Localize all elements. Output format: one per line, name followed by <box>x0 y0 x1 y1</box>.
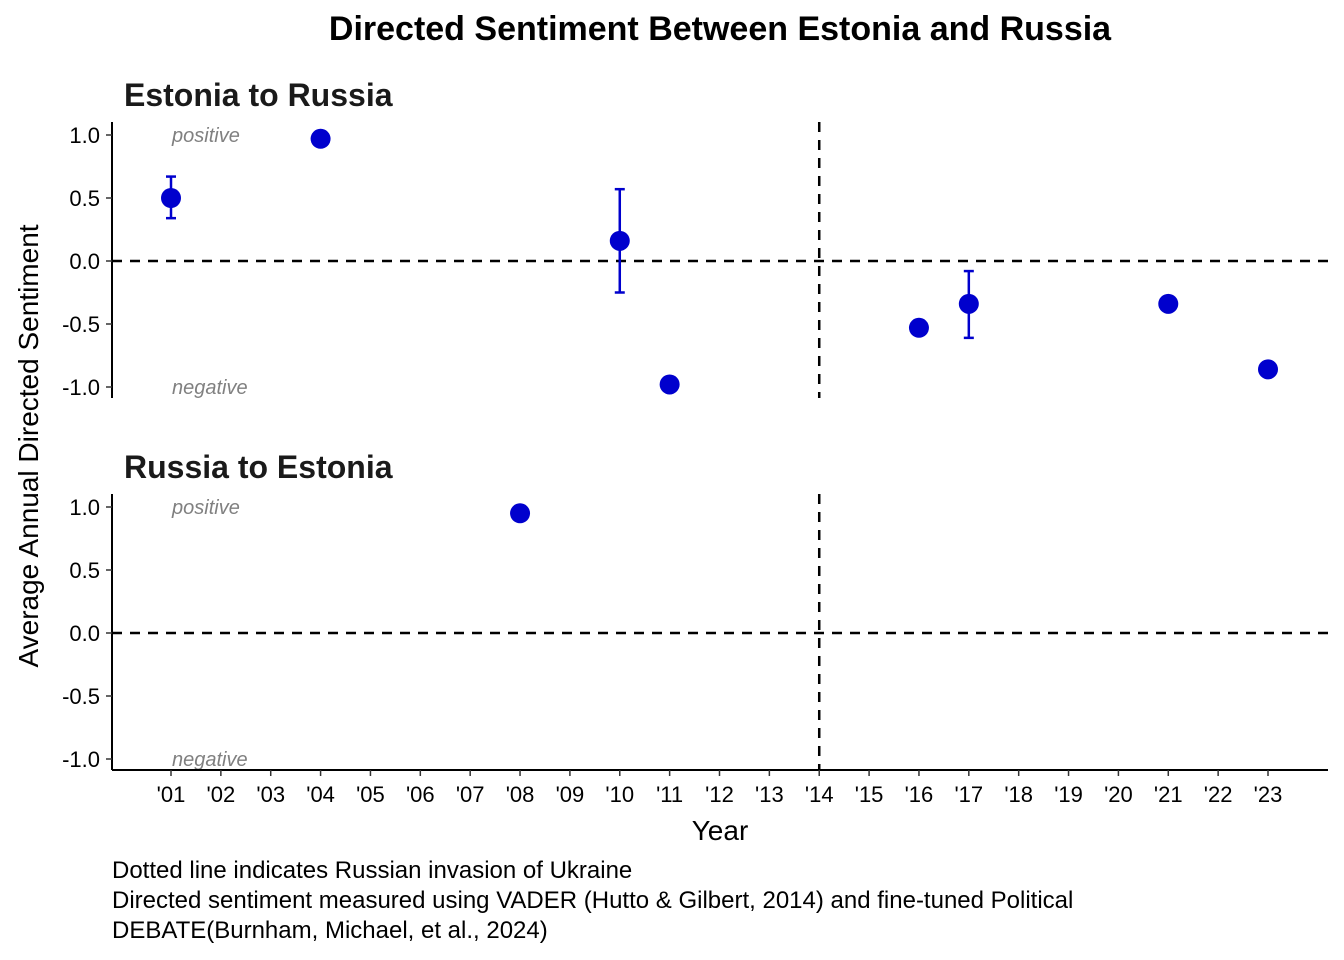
x-tick-label: '23 <box>1254 782 1283 807</box>
x-tick-label: '05 <box>356 782 385 807</box>
facet-panel: Estonia to Russia 1.0 0.5 0.0 -0.5 -1.0 positi… <box>62 77 1328 400</box>
x-tick-label: '15 <box>855 782 884 807</box>
data-point <box>958 293 979 314</box>
y-tick-label: 1.0 <box>69 495 100 520</box>
y-tick-label: 1.0 <box>69 123 100 148</box>
data-point <box>659 374 680 395</box>
x-axis: '01 '02 '03 '04 '05 '06 '07 '08 '09 '10 '11 '12 '13 '… <box>112 769 1328 807</box>
x-tick-label: '18 <box>1004 782 1033 807</box>
positive-annotation: positive <box>171 125 240 147</box>
data-point <box>310 128 331 149</box>
x-tick-label: '20 <box>1104 782 1133 807</box>
x-tick-label: '10 <box>605 782 634 807</box>
x-tick-label: '22 <box>1204 782 1233 807</box>
data-point <box>908 317 929 338</box>
x-tick-label: '04 <box>306 782 335 807</box>
y-tick-label: 0.5 <box>69 558 100 583</box>
x-tick-label: '07 <box>456 782 485 807</box>
x-tick-label: '01 <box>157 782 186 807</box>
caption-line: Dotted line indicates Russian invasion o… <box>112 857 633 884</box>
x-axis-title: Year <box>692 815 749 846</box>
x-tick-label: '03 <box>256 782 285 807</box>
positive-annotation: positive <box>171 497 240 519</box>
data-point <box>510 503 531 524</box>
x-tick-label: '09 <box>556 782 585 807</box>
x-tick-label: '14 <box>805 782 834 807</box>
x-tick-label: '19 <box>1054 782 1083 807</box>
x-tick-label: '13 <box>755 782 784 807</box>
negative-annotation: negative <box>172 377 248 399</box>
chart-title: Directed Sentiment Between Estonia and R… <box>329 10 1112 48</box>
caption-line: Directed sentiment measured using VADER … <box>112 887 1074 914</box>
x-tick-label: '02 <box>207 782 236 807</box>
x-tick-label: '17 <box>954 782 983 807</box>
x-tick-label: '08 <box>506 782 535 807</box>
x-tick-label: '06 <box>406 782 435 807</box>
y-tick-label: -0.5 <box>62 684 100 709</box>
facet-panel: Russia to Estonia 1.0 0.5 0.0 -0.5 -1.0 positi… <box>62 449 1328 772</box>
x-tick-label: '16 <box>905 782 934 807</box>
y-tick-label: -1.0 <box>62 747 100 772</box>
x-tick-label: '12 <box>705 782 734 807</box>
y-tick-label: -0.5 <box>62 312 100 337</box>
negative-annotation: negative <box>172 749 248 771</box>
facet-panels: Estonia to Russia 1.0 0.5 0.0 -0.5 -1.0 positi… <box>62 77 1328 772</box>
data-point <box>161 188 181 208</box>
x-tick-label: '21 <box>1154 782 1183 807</box>
caption-line: DEBATE(Burnham, Michael, et al., 2024) <box>112 917 548 944</box>
x-tick-label: '11 <box>656 782 683 807</box>
y-tick-label: -1.0 <box>62 375 100 400</box>
caption: Dotted line indicates Russian invasion o… <box>112 856 1073 946</box>
facet-title: Estonia to Russia <box>124 77 393 113</box>
data-point <box>1158 293 1179 314</box>
data-point <box>1258 359 1278 380</box>
facet-title: Russia to Estonia <box>124 449 393 485</box>
y-tick-label: 0.5 <box>69 186 100 211</box>
y-axis-title: Average Annual Directed Sentiment <box>13 224 44 667</box>
y-tick-label: 0.0 <box>69 249 100 274</box>
data-point <box>609 230 630 251</box>
y-tick-label: 0.0 <box>69 621 100 646</box>
